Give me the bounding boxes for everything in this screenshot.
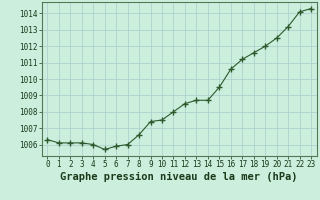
X-axis label: Graphe pression niveau de la mer (hPa): Graphe pression niveau de la mer (hPa) [60, 172, 298, 182]
